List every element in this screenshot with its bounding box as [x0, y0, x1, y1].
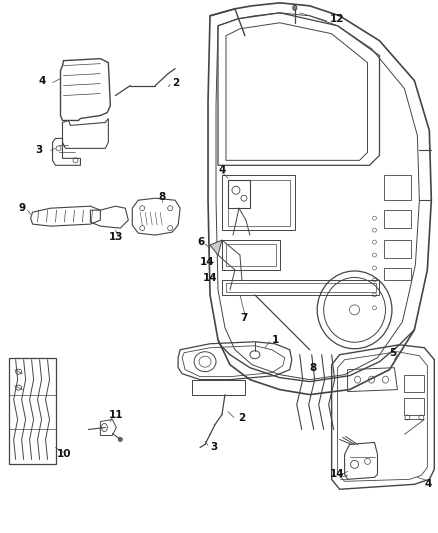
Text: 10: 10 — [57, 449, 71, 459]
Ellipse shape — [293, 5, 297, 10]
Ellipse shape — [118, 438, 122, 441]
Polygon shape — [210, 240, 222, 255]
Text: 14: 14 — [203, 273, 218, 283]
Text: 4: 4 — [424, 479, 432, 489]
Text: 14: 14 — [200, 257, 215, 267]
Text: 3: 3 — [210, 442, 217, 453]
Text: 2: 2 — [238, 413, 245, 423]
Text: 14: 14 — [330, 470, 344, 479]
Text: 6: 6 — [197, 237, 204, 247]
Text: 7: 7 — [240, 313, 247, 323]
Text: 13: 13 — [108, 232, 123, 242]
Text: 2: 2 — [172, 78, 180, 87]
Text: 11: 11 — [108, 409, 123, 419]
Text: 9: 9 — [19, 203, 26, 213]
Text: 8: 8 — [158, 192, 166, 202]
Text: 3: 3 — [35, 146, 43, 155]
Text: 4: 4 — [218, 165, 226, 175]
Text: 1: 1 — [272, 335, 279, 345]
Text: 12: 12 — [330, 14, 344, 24]
Text: 5: 5 — [389, 348, 397, 358]
Text: 8: 8 — [310, 362, 317, 373]
Text: 4: 4 — [39, 76, 46, 86]
